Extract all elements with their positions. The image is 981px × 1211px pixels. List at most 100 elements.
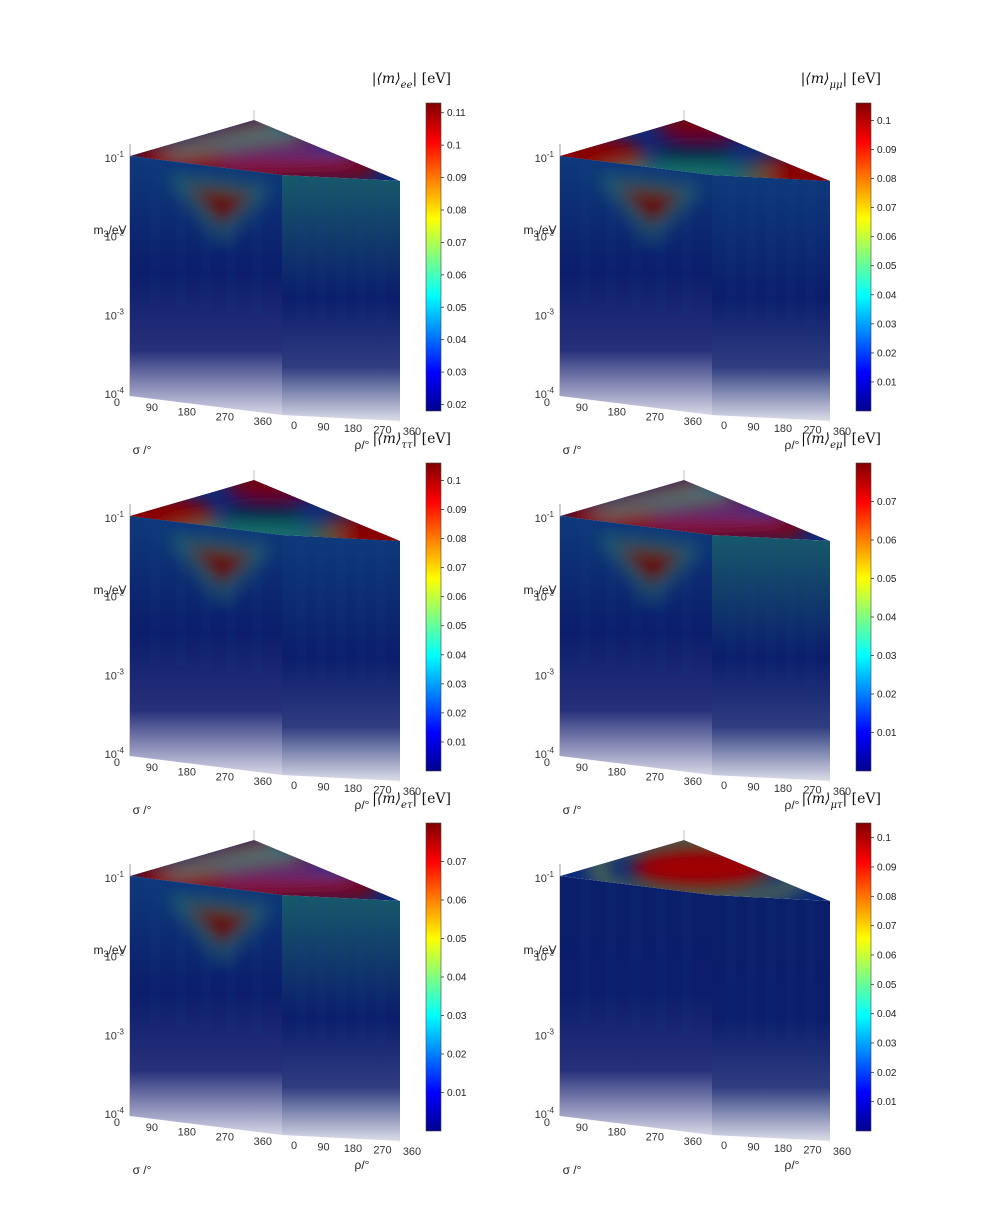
colorbar-tick-label: 0.07 <box>447 857 467 868</box>
colorbar-tick-label: 0.09 <box>447 173 467 184</box>
chart-panel: 10-4 10-3 10-2 10-1 0 90 180 270 360 0 90 180 270 360… <box>40 780 466 1177</box>
z-tick-label: 10-1 <box>105 150 125 165</box>
z-tick-label: 10-1 <box>105 870 125 885</box>
z-tick-label: 10-3 <box>535 667 555 682</box>
z-tick-label: 10-1 <box>535 150 555 165</box>
sigma-tick-label: 270 <box>646 1131 664 1143</box>
colorbar-tick-label: 0.04 <box>877 613 897 624</box>
right-face <box>712 175 830 421</box>
z-tick-label: 10-3 <box>105 667 125 682</box>
rho-tick-label: 180 <box>344 1143 362 1155</box>
colorbar <box>855 822 872 1132</box>
rho-tick-label: 0 <box>721 1140 727 1152</box>
sigma-tick-label: 270 <box>216 771 234 783</box>
colorbar-tick-label: 0.03 <box>447 1011 467 1022</box>
colorbar-tick-label: 0.06 <box>877 232 897 243</box>
rho-axis-label: ρ/° <box>355 798 370 812</box>
rho-tick-label: 90 <box>747 422 759 434</box>
rho-tick-label: 90 <box>317 1142 329 1154</box>
triangle-feature <box>167 535 273 605</box>
sigma-tick-label: 360 <box>684 1136 702 1148</box>
colorbar-tick-label: 0.05 <box>877 980 897 991</box>
tick-labels: 10-4 10-3 10-2 10-1 0 90 180 270 360 0 90 180 270 360 <box>535 150 852 438</box>
colorbar-tick-label: 0.05 <box>447 303 467 314</box>
rho-tick-label: 270 <box>373 785 391 797</box>
right-face <box>282 895 400 1141</box>
triangle-feature <box>167 175 273 245</box>
colorbar <box>425 462 442 772</box>
triangle-feature <box>167 895 273 965</box>
colorbar-tick-label: 0.01 <box>447 737 467 748</box>
rho-tick-label: 270 <box>803 1145 821 1157</box>
triangle-feature <box>597 535 703 605</box>
rho-axis-label: ρ/° <box>785 438 800 452</box>
colorbar-tick-label: 0.08 <box>447 205 467 216</box>
sigma-tick-label: 180 <box>178 1127 196 1139</box>
sigma-tick-label: 360 <box>254 1136 272 1148</box>
sigma-tick-label: 90 <box>576 762 588 774</box>
rho-axis-label: ρ/° <box>355 438 370 452</box>
tick-labels: 10-4 10-3 10-2 10-1 0 90 180 270 360 0 90 180 270 360 <box>105 870 422 1158</box>
colorbar-tick-label: 0.07 <box>447 238 467 249</box>
sigma-tick-label: 90 <box>576 402 588 414</box>
z-tick-label: 10-1 <box>105 510 125 525</box>
right-face <box>282 175 400 421</box>
rho-tick-label: 270 <box>803 785 821 797</box>
z-tick-label: 10-3 <box>535 1027 555 1042</box>
chart-panel: 10-4 10-3 10-2 10-1 0 90 180 270 360 0 90 180 270 360… <box>470 420 896 817</box>
colorbar-tick-label: 0.06 <box>447 592 467 603</box>
colorbar <box>855 462 872 772</box>
rho-tick-label: 180 <box>774 1143 792 1155</box>
sigma-axis-label: σ /° <box>563 803 582 817</box>
sigma-tick-label: 0 <box>114 1117 120 1129</box>
rho-axis-label: ρ/° <box>355 1158 370 1172</box>
sigma-tick-label: 360 <box>254 776 272 788</box>
rho-tick-label: 0 <box>291 1140 297 1152</box>
sigma-tick-label: 270 <box>646 771 664 783</box>
rho-tick-label: 360 <box>403 426 421 438</box>
colorbar-tick-label: 0.03 <box>877 651 897 662</box>
sigma-axis-label: σ /° <box>133 803 152 817</box>
colorbar-tick-label: 0.05 <box>877 261 897 272</box>
colorbar-title: |⟨m⟩μμ| [eV] <box>801 71 881 91</box>
z-axis-label: m3/eV <box>93 943 126 959</box>
z-tick-label: 10-4 <box>535 386 555 401</box>
rho-tick-label: 180 <box>774 423 792 435</box>
tick-labels: 10-4 10-3 10-2 10-1 0 90 180 270 360 0 90 180 270 360 <box>105 510 422 798</box>
colorbar-tick-label: 0.03 <box>447 679 467 690</box>
rho-tick-label: 270 <box>803 425 821 437</box>
sigma-tick-label: 0 <box>114 757 120 769</box>
left-face <box>130 516 282 775</box>
rho-tick-label: 360 <box>833 426 851 438</box>
sigma-axis-label: σ /° <box>133 443 152 457</box>
z-axis-label: m3/eV <box>93 583 126 599</box>
volume-plot: 10-4 10-3 10-2 10-1 0 90 180 270 360 0 90 180 270 360… <box>93 71 466 457</box>
volume-plot: 10-4 10-3 10-2 10-1 0 90 180 270 360 0 90 180 270 360… <box>523 431 896 817</box>
colorbar-tick-label: 0.1 <box>447 141 461 152</box>
colorbar-tick-label: 0.04 <box>447 335 467 346</box>
top-face <box>130 120 400 181</box>
colorbar-tick-label: 0.01 <box>877 377 897 388</box>
chart-panel: 10-4 10-3 10-2 10-1 0 90 180 270 360 0 90 180 270 360… <box>470 780 896 1177</box>
sigma-tick-label: 360 <box>254 416 272 428</box>
colorbar-tick-label: 0.04 <box>877 1009 897 1020</box>
right-face <box>712 895 830 1141</box>
colorbar-title: |⟨m⟩ττ| [eV] <box>373 431 452 451</box>
tick-labels: 10-4 10-3 10-2 10-1 0 90 180 270 360 0 90 180 270 360 <box>535 510 852 798</box>
sigma-tick-label: 0 <box>114 397 120 409</box>
z-tick-label: 10-3 <box>535 307 555 322</box>
sigma-tick-label: 0 <box>544 397 550 409</box>
colorbar-tick-label: 0.1 <box>447 476 461 487</box>
right-face <box>282 535 400 781</box>
colorbar-title: |⟨m⟩ee| [eV] <box>372 71 451 91</box>
rho-axis-label: ρ/° <box>785 1158 800 1172</box>
colorbar-tick-label: 0.09 <box>447 505 467 516</box>
colorbar-tick-label: 0.05 <box>877 574 897 585</box>
face-shading <box>150 879 386 1044</box>
colorbar-tick-label: 0.1 <box>877 833 891 844</box>
sigma-tick-label: 360 <box>684 416 702 428</box>
sigma-tick-label: 90 <box>146 1122 158 1134</box>
colorbar-tick-label: 0.08 <box>877 892 897 903</box>
rho-tick-label: 270 <box>373 425 391 437</box>
chart-panel: 10-4 10-3 10-2 10-1 0 90 180 270 360 0 90 180 270 360… <box>470 60 896 457</box>
